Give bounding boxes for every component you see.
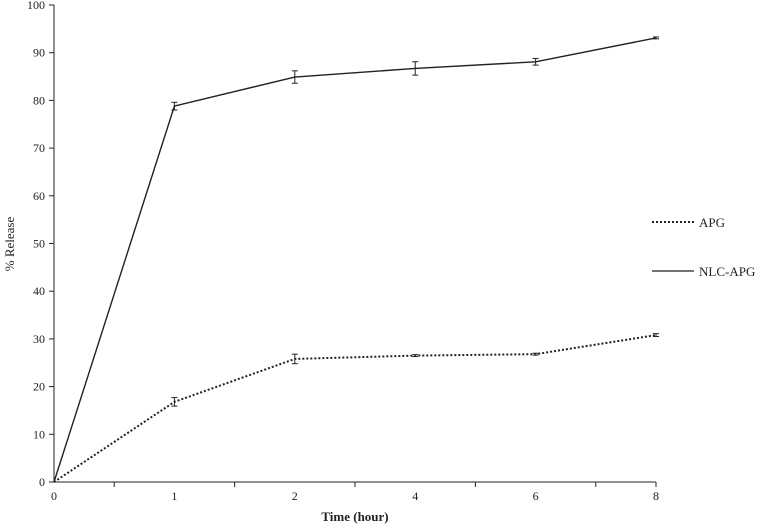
axes [53, 5, 656, 483]
legend-label: APG [699, 215, 725, 230]
x-tick-label: 1 [171, 489, 177, 503]
y-axis-label: % Release [2, 217, 17, 272]
y-tick-label: 80 [33, 93, 45, 107]
x-tick-label: 0 [51, 489, 57, 503]
y-tick-label: 40 [33, 284, 45, 298]
x-tick-label: 6 [533, 489, 539, 503]
error-bar-nlc-apg [532, 57, 539, 66]
error-bar-apg [532, 352, 539, 356]
error-bar-nlc-apg [653, 36, 659, 40]
error-bar-nlc-apg [171, 101, 178, 111]
y-tick-label: 60 [33, 189, 45, 203]
x-ticks: 0 1 2 4 6 8 [51, 482, 659, 503]
error-bar-apg [291, 353, 298, 365]
error-bar-nlc-apg [291, 70, 298, 84]
y-tick-label: 90 [33, 46, 45, 60]
error-bar-apg [653, 333, 659, 338]
x-tick-label: 2 [292, 489, 298, 503]
x-axis-label: Time (hour) [321, 509, 388, 524]
y-tick-label: 0 [39, 475, 45, 489]
x-tick-label: 8 [653, 489, 659, 503]
y-tick-label: 10 [33, 427, 45, 441]
y-tick-label: 100 [27, 0, 45, 12]
legend-label: NLC-APG [699, 264, 755, 279]
y-tick-label: 20 [33, 380, 45, 394]
series-line-apg [53, 334, 657, 483]
error-bar-apg [171, 397, 178, 407]
legend: APG NLC-APG [652, 215, 755, 279]
error-bar-apg [412, 354, 419, 358]
error-bar-nlc-apg [412, 61, 419, 76]
y-ticks: 0 10 20 30 40 50 60 70 80 90 100 [27, 0, 54, 489]
y-tick-label: 50 [33, 237, 45, 251]
series-line-nlc-apg [53, 37, 657, 483]
x-tick-label: 4 [412, 489, 418, 503]
y-tick-label: 70 [33, 141, 45, 155]
series-group [53, 36, 659, 483]
y-tick-label: 30 [33, 332, 45, 346]
